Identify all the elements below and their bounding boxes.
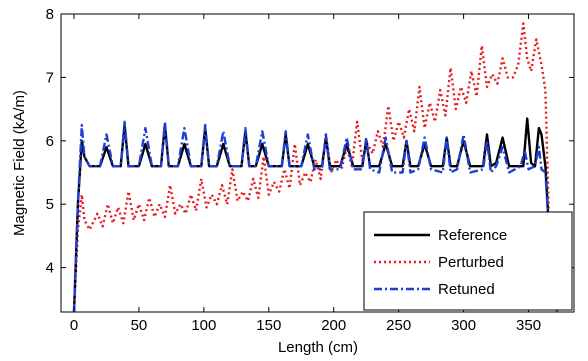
- y-tick-label: 5: [46, 196, 54, 213]
- series-line-perturbed: [72, 22, 559, 313]
- x-tick-label: 300: [451, 317, 476, 334]
- x-tick-label: 200: [321, 317, 346, 334]
- legend-label-reference: Reference: [438, 227, 507, 244]
- legend-label-perturbed: Perturbed: [438, 254, 504, 271]
- y-tick-label: 4: [46, 260, 54, 277]
- ticks-layer: 0 50 100 150 200 250 300 350 4 5 6 7 8: [46, 6, 574, 334]
- series-line-retuned: [72, 120, 559, 313]
- legend-label-retuned: Retuned: [438, 281, 495, 298]
- legend: Reference Perturbed Retuned: [363, 211, 573, 311]
- x-tick-label: 100: [191, 317, 216, 334]
- legend-box: [363, 211, 573, 311]
- x-tick-label: 250: [386, 317, 411, 334]
- y-tick-label: 8: [46, 6, 54, 23]
- series-layer: [72, 22, 559, 313]
- x-tick-label: 350: [516, 317, 541, 334]
- x-tick-label: 50: [131, 317, 148, 334]
- y-axis-label: Magnetic Field (kA/m): [11, 90, 28, 236]
- x-axis-label: Length (cm): [278, 339, 358, 356]
- x-tick-label: 150: [256, 317, 281, 334]
- y-tick-label: 6: [46, 133, 54, 150]
- y-tick-label: 7: [46, 69, 54, 86]
- x-tick-label: 0: [70, 317, 78, 334]
